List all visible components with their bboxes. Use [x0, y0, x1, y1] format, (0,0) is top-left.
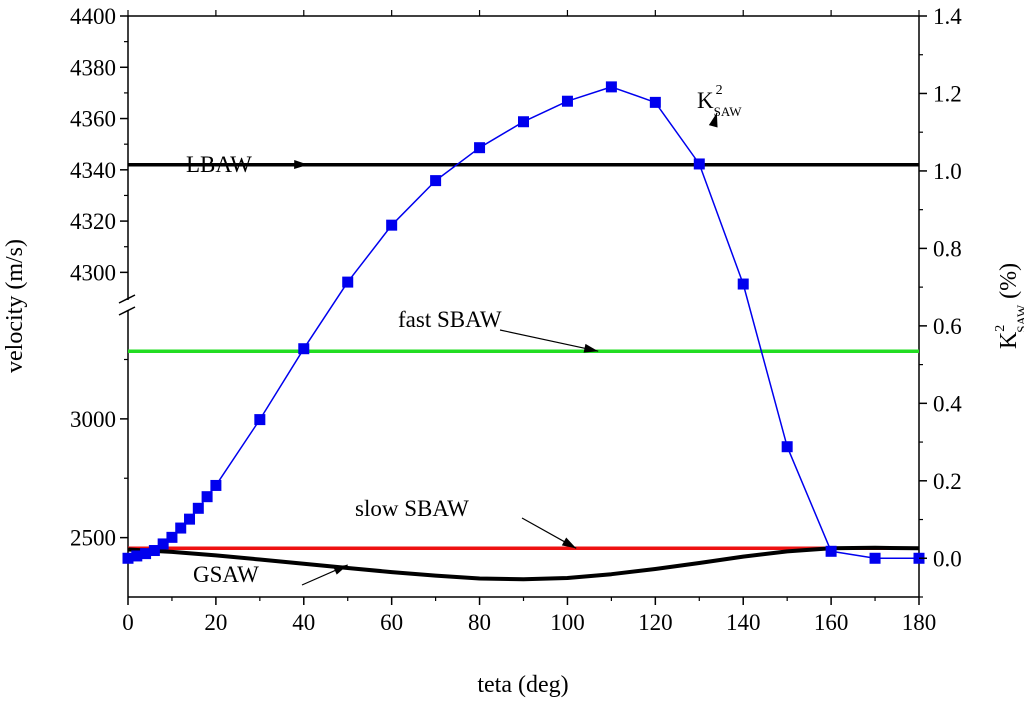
plot-frame: [118, 15, 920, 598]
k2-saw-point: [605, 81, 617, 93]
gsaw-curve: [127, 545, 920, 582]
x-tick-label: 40: [292, 610, 315, 635]
k2-saw-point: [561, 95, 573, 107]
y-right-tick-label: 0.2: [933, 469, 962, 494]
series-layer: [122, 81, 925, 582]
y-left-tick-label: 4400: [70, 4, 116, 29]
k2-saw-point: [184, 513, 196, 525]
y-right-title-tail: (%): [996, 263, 1022, 299]
y-left-tick-label: 4360: [70, 107, 116, 132]
y-right-title-sub: SAW: [1014, 304, 1024, 333]
label-fast-sbaw: fast SBAW: [398, 307, 502, 332]
x-tick-label: 140: [726, 610, 761, 635]
label-k2-saw-arrowhead: [708, 112, 718, 128]
k2-saw-point: [298, 343, 310, 355]
x-axis-title: teta (deg): [477, 672, 568, 698]
k2-saw-point: [201, 491, 213, 503]
label-fast-sbaw-arrow: [499, 329, 599, 352]
k2-saw-point: [869, 552, 881, 564]
k2-saw-point: [474, 142, 486, 154]
label-k2-saw: K 2 SAW: [697, 83, 742, 119]
y-right-tick-label: 0.8: [933, 236, 962, 261]
k2-saw-point: [192, 502, 204, 514]
y-right-tick-label: 1.0: [933, 159, 962, 184]
label-k2-saw-base: K: [697, 88, 714, 113]
label-k2-saw-sup: 2: [716, 83, 723, 98]
k2-saw-point: [781, 441, 793, 453]
y-right-title-base: K: [996, 331, 1022, 349]
tick-layer: 0 20 40 60 80 100 120 140 160 180 4300 4320 4340 4360…: [70, 4, 962, 635]
y-right-tick-label: 0.6: [933, 314, 962, 339]
label-k2-saw-sub: SAW: [714, 104, 743, 119]
x-tick-label: 0: [122, 610, 134, 635]
y-left-tick-label: 4380: [70, 55, 116, 80]
label-gsaw: GSAW: [193, 562, 259, 587]
y-left-axis-title: velocity (m/s): [2, 239, 28, 373]
k2-saw-point: [518, 116, 529, 128]
x-tick-label: 80: [468, 610, 491, 635]
x-tick-label: 120: [638, 610, 673, 635]
k2-saw-point: [430, 175, 442, 187]
label-slow-sbaw-arrowhead: [561, 537, 577, 549]
k2-saw-point: [254, 414, 266, 426]
k2-saw-point: [166, 531, 178, 543]
y-left-tick-label: 4320: [70, 209, 116, 234]
y-left-tick-label: 2500: [70, 526, 116, 551]
k2-saw-point: [122, 552, 134, 564]
y-right-title-sup: 2: [993, 325, 1008, 332]
label-fast-sbaw-arrowhead: [583, 343, 599, 353]
k2-saw-point: [140, 548, 152, 560]
x-tick-label: 180: [902, 610, 937, 635]
k2-saw-point: [148, 545, 160, 557]
k2-saw-point: [131, 550, 143, 562]
x-tick-label: 20: [204, 610, 227, 635]
label-lbaw-arrowhead: [294, 159, 309, 169]
k2-saw-point: [210, 479, 222, 491]
k2-saw-point: [825, 545, 837, 557]
annotation-layer: LBAW fast SBAW slow SBAW GSAW K 2 SAW: [186, 83, 742, 587]
k2-saw-point: [175, 522, 187, 534]
label-slow-sbaw: slow SBAW: [355, 496, 469, 521]
y-right-axis-title: K2 SAW (%): [993, 263, 1024, 349]
label-lbaw: LBAW: [186, 152, 252, 177]
y-left-tick-label: 3000: [70, 407, 116, 432]
x-tick-label: 60: [380, 610, 403, 635]
y-right-tick-label: 1.4: [933, 4, 962, 29]
y-right-tick-label: 0.0: [933, 546, 962, 571]
x-tick-label: 160: [814, 610, 849, 635]
k2-saw-point: [737, 278, 749, 290]
k2-saw-point: [649, 96, 661, 108]
axis-break-mark: [118, 294, 136, 304]
k2-saw-point: [386, 219, 398, 231]
y-right-tick-label: 0.4: [933, 391, 962, 416]
k2-saw-point: [157, 538, 169, 550]
k2-saw-point: [693, 158, 705, 170]
axis-break-mark: [118, 306, 136, 316]
label-gsaw-arrowhead: [333, 564, 348, 575]
x-tick-label: 100: [550, 610, 585, 635]
y-left-tick-label: 4300: [70, 260, 116, 285]
k2-saw-point: [342, 276, 354, 288]
y-left-tick-label: 4340: [70, 158, 116, 183]
y-right-tick-label: 1.2: [933, 81, 962, 106]
